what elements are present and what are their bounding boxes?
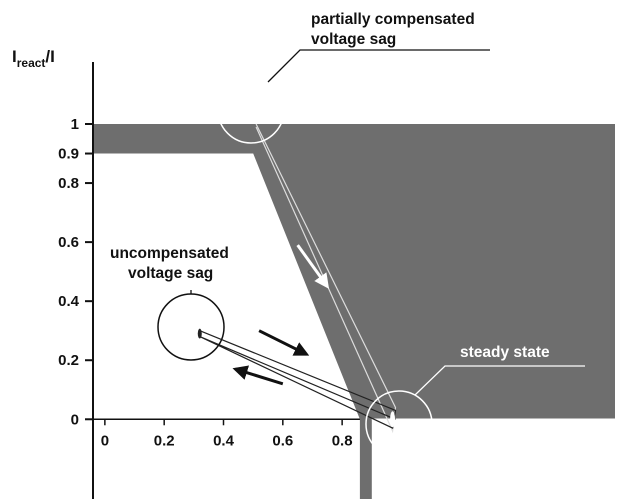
y-tick-label: 0.8 [58,175,79,192]
annotation-uncompensated-line2: voltage sag [128,265,213,282]
flow-arrows [232,244,330,386]
trajectory-line [199,330,397,429]
y-tick-label: 0.6 [58,234,79,251]
flow-arrow [258,329,310,356]
x-ticks: 0 0.2 0.4 0.6 0.8 1.2 [101,419,471,449]
y-tick-label: 0.2 [58,352,79,369]
x-axis-label: PCC voltage [492,433,584,450]
flow-arrow [232,365,284,386]
annotation-steady: steady state [460,344,550,361]
x-tick-label: 0.2 [154,432,175,449]
x-axis-unit: (p.u.) [514,453,551,470]
x-tick-label: 0.6 [272,432,293,449]
y-axis-label-sub: react [17,56,46,70]
y-tick-label: 1 [71,116,79,133]
steady-state-cluster [390,411,396,428]
x-tick-label: 1.2 [450,432,471,449]
y-tick-label: 0.4 [58,293,80,310]
y-axis-label-tail: /I [45,47,54,66]
y-tick-label: 0.9 [58,146,79,163]
y-tick-label: 0 [71,411,79,428]
uncompensated-cluster [197,328,202,339]
annotation-circle-partial [217,76,285,144]
annotation-circle-steady [365,390,433,458]
leader-line-partial [267,49,490,83]
y-axis-label: Ireact/I [12,47,55,70]
flow-arrow [245,263,270,297]
shaded-region [93,124,615,499]
y-axis-label-main: I [12,47,17,66]
x-tick-label: 0 [101,432,109,449]
y-ticks: 0 0.2 0.4 0.6 0.8 0.9 1 [58,116,93,428]
leader-line-steady [414,365,585,396]
x-tick-label: 0.8 [332,432,353,449]
annotation-partial-line2: voltage sag [311,31,396,48]
annotation-partial-line1: partially compensated [311,11,475,28]
annotation-circle-uncompensated [157,293,225,361]
flow-arrow [296,244,330,289]
annotation-uncompensated-line1: uncompensated [110,245,229,262]
x-tick-label: 0.4 [213,432,235,449]
